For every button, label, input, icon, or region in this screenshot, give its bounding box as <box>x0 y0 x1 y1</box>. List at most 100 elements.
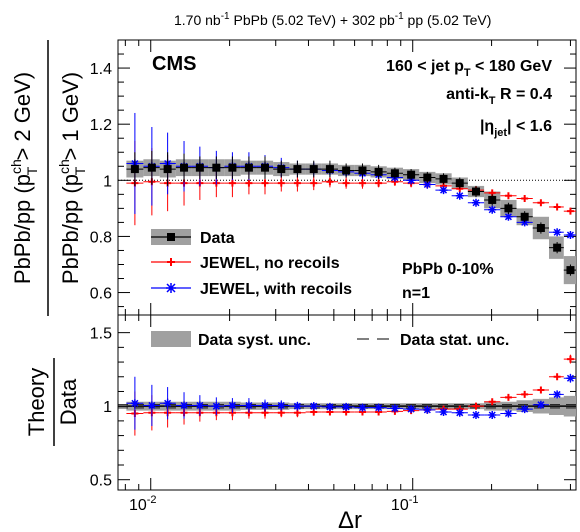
no-recoils-marker <box>375 179 383 187</box>
y-tick-label: 0.5 <box>90 473 112 490</box>
with-recoils-marker <box>212 402 221 411</box>
with-recoils-marker <box>163 399 172 408</box>
no-recoils-marker <box>472 402 480 410</box>
y-tick-label: 1 <box>103 399 112 416</box>
no-recoils-marker <box>553 373 561 381</box>
legend-stat-label: Data stat. unc. <box>400 332 509 349</box>
no-recoils-marker <box>537 386 545 394</box>
legend-no-recoils-marker <box>167 258 175 266</box>
data-point-marker <box>228 163 237 172</box>
with-recoils-marker <box>293 402 302 411</box>
no-recoils-marker <box>342 179 350 187</box>
no-recoils-marker <box>228 179 236 187</box>
no-recoils-marker <box>504 393 512 401</box>
no-recoils-marker <box>358 179 366 187</box>
y-tick-label: 1.4 <box>90 61 112 78</box>
legend-syst-label: Data syst. unc. <box>198 332 311 349</box>
data-point-marker <box>277 165 286 174</box>
no-recoils-marker <box>245 179 253 187</box>
jet-pt-cut-label: 160 < jet pT < 180 GeV <box>386 58 552 79</box>
with-recoils-marker <box>374 403 383 412</box>
data-point-marker <box>488 195 497 204</box>
with-recoils-marker <box>553 228 562 237</box>
no-recoils-marker <box>566 355 574 363</box>
data-point-marker <box>212 163 221 172</box>
legend-no-recoils-label: JEWEL, no recoils <box>200 255 340 272</box>
jet-eta-cut-label: |ηjet| < 1.6 <box>480 118 552 139</box>
no-recoils-marker <box>566 207 574 215</box>
data-point-marker <box>520 212 529 221</box>
with-recoils-marker <box>261 401 269 410</box>
data-point-marker <box>390 169 399 178</box>
with-recoils-marker <box>471 411 480 419</box>
no-recoils-marker <box>521 390 529 398</box>
data-point-marker <box>293 165 302 174</box>
with-recoils-marker <box>566 374 575 383</box>
with-recoils-marker <box>536 400 545 409</box>
cms-label: CMS <box>152 53 196 75</box>
with-recoils-marker <box>504 409 513 418</box>
with-recoils-marker <box>520 218 529 227</box>
legend-with-recoils-marker <box>166 283 176 293</box>
legend-with-recoils-label: JEWEL, with recoils <box>200 281 352 298</box>
data-point-marker <box>244 163 253 172</box>
data-point-marker <box>536 224 545 233</box>
data-point-marker <box>407 170 416 179</box>
with-recoils-marker <box>439 186 448 195</box>
y-tick-label: 1.5 <box>90 326 112 343</box>
data-point-marker <box>195 163 204 172</box>
with-recoils-marker <box>455 191 464 200</box>
x-tick-label: 10-1 <box>391 494 419 514</box>
with-recoils-marker <box>553 390 562 399</box>
top-ylabel-denominator: PbPb/pp (pchT > 1 GeV) <box>56 72 88 284</box>
with-recoils-marker <box>277 401 286 410</box>
legend-data-marker <box>167 233 175 241</box>
data-point-marker <box>180 163 189 172</box>
no-recoils-marker <box>504 192 512 200</box>
data-point-marker <box>553 243 562 252</box>
data-point-marker <box>423 173 432 182</box>
bottom-panel-axis-ticks: 0.5 1 1.5 10-2 10-1 <box>90 315 576 514</box>
no-recoils-marker <box>326 178 334 186</box>
x-tick-label: 10-2 <box>129 494 157 514</box>
data-point-marker <box>261 163 270 172</box>
with-recoils-marker <box>147 401 156 410</box>
legend-syst-swatch <box>151 331 191 347</box>
centrality-label: PbPb 0-10% <box>402 261 494 278</box>
with-recoils-marker <box>228 401 237 410</box>
no-recoils-marker <box>553 203 561 211</box>
with-recoils-marker <box>439 408 448 417</box>
luminosity-header: 1.70 nb-1 PbPb (5.02 TeV) + 302 pb-1 pp … <box>174 11 491 28</box>
data-point-marker <box>455 179 464 188</box>
x-axis-label: Δr <box>338 507 362 532</box>
no-recoils-marker <box>488 398 496 406</box>
with-recoils-marker <box>566 231 575 240</box>
data-point-marker <box>358 166 367 175</box>
with-recoils-marker <box>325 402 334 411</box>
n-label: n=1 <box>402 285 430 302</box>
no-recoils-marker <box>537 199 545 207</box>
top-legend: Data JEWEL, no recoils JEWEL, with recoi… <box>151 229 352 298</box>
data-point-marker <box>309 165 318 174</box>
y-tick-label: 1 <box>103 173 112 190</box>
no-recoils-marker <box>310 179 318 187</box>
data-point-marker <box>325 165 334 174</box>
y-tick-label: 0.8 <box>90 229 112 246</box>
jet-algorithm-label: anti-kT R = 0.4 <box>446 86 552 107</box>
data-point-marker <box>163 165 172 174</box>
with-recoils-marker <box>407 405 416 414</box>
top-panel-frame <box>117 39 577 316</box>
with-recoils-marker <box>471 198 480 207</box>
no-recoils-marker <box>521 195 529 203</box>
bottom-panel-plot <box>118 354 577 436</box>
with-recoils-marker <box>504 212 513 221</box>
top-panel-axis-ticks: 0.6 0.8 1 1.2 1.4 <box>90 40 576 315</box>
no-recoils-marker <box>277 179 285 187</box>
data-point-marker <box>147 163 156 172</box>
data-point-marker <box>439 174 448 183</box>
with-recoils-marker <box>180 401 189 410</box>
bottom-ylabel-numerator: Theory <box>24 368 49 436</box>
top-ylabel-numerator: PbPb/pp (pchT > 2 GeV) <box>8 72 40 284</box>
legend-data-label: Data <box>200 230 235 247</box>
